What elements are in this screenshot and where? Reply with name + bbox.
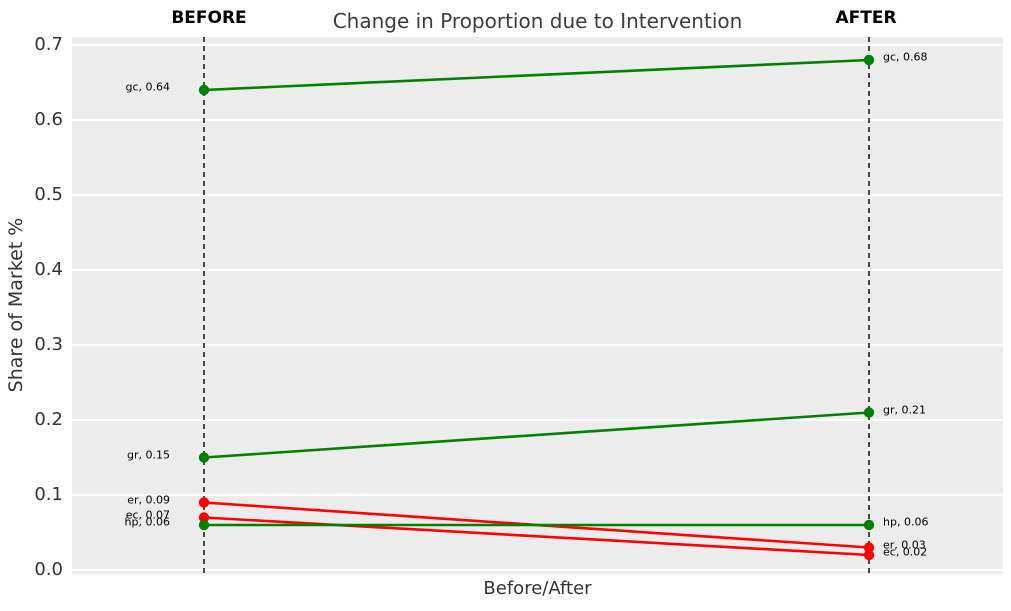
label-er-after: er, 0.03 — [883, 538, 926, 551]
y-axis-label: Share of Market % — [5, 217, 27, 393]
x-axis-label: Before/After — [483, 578, 592, 599]
after-column-header: AFTER — [835, 8, 897, 28]
series-line-gr — [203, 411, 870, 459]
point-ec-before — [198, 512, 210, 523]
chart-title: Change in Proportion due to Intervention — [332, 9, 743, 33]
point-gc-after — [863, 54, 875, 66]
label-gc-after: gc, 0.68 — [883, 50, 928, 64]
point-ec-after — [863, 549, 875, 561]
y-tick-label-0.3: 0.3 — [34, 334, 63, 355]
point-er-before — [198, 497, 210, 508]
point-er-after — [863, 542, 875, 553]
y-tick-label-0.7: 0.7 — [34, 34, 63, 55]
label-ec-before: ec, 0.07 — [125, 508, 170, 521]
point-hp-after — [863, 519, 875, 531]
before-column-header: BEFORE — [171, 8, 247, 28]
chart-canvas — [72, 37, 1003, 574]
series-line-ec — [203, 516, 870, 557]
label-hp-before: hp, 0.06 — [124, 515, 170, 529]
y-tick-label-0.2: 0.2 — [34, 409, 63, 430]
y-tick-label-0.5: 0.5 — [34, 184, 63, 205]
y-tick-label-0.1: 0.1 — [34, 484, 63, 505]
label-hp-after: hp, 0.06 — [883, 515, 929, 529]
y-tick-label-0.0: 0.0 — [34, 559, 63, 580]
point-gc-before — [198, 84, 210, 96]
point-gr-before — [198, 452, 210, 463]
y-tick-label-0.6: 0.6 — [34, 109, 63, 130]
series-line-gc — [203, 58, 870, 92]
plot-area: gc, 0.64 gc, 0.68 gr, 0.15 gr, 0.21 er, 0.09… — [72, 37, 1003, 574]
point-gr-after — [863, 407, 875, 418]
y-tick-label-0.4: 0.4 — [34, 259, 63, 280]
label-gr-after: gr, 0.21 — [883, 403, 926, 416]
label-gc-before: gc, 0.64 — [125, 80, 170, 94]
label-ec-after: ec, 0.02 — [883, 545, 928, 559]
point-hp-before — [198, 519, 210, 531]
label-er-before: er, 0.09 — [127, 493, 170, 506]
label-gr-before: gr, 0.15 — [127, 448, 170, 461]
